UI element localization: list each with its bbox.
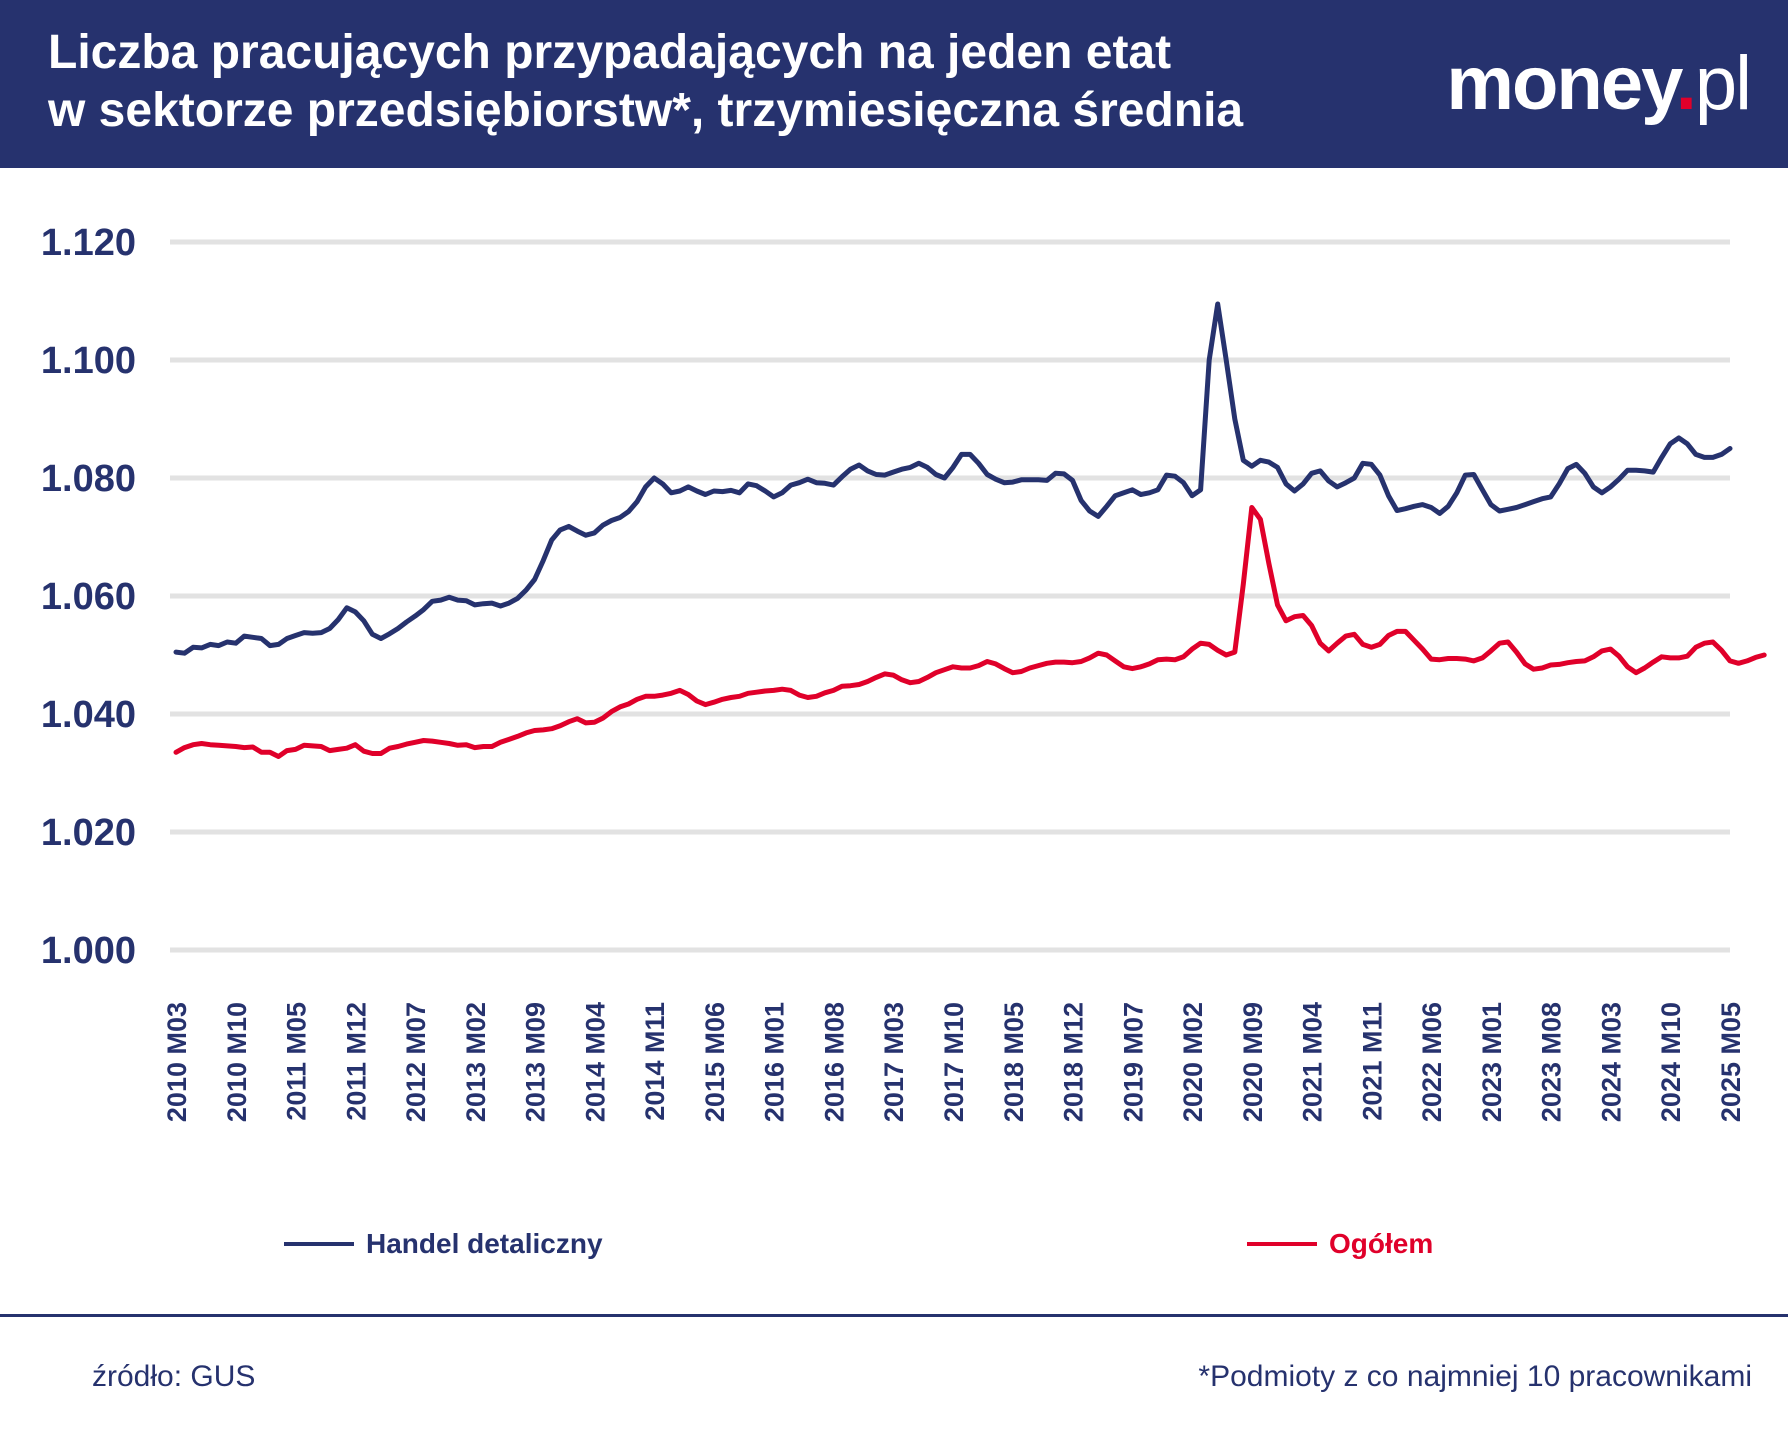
x-tick-label: 2011 M12 [341,1002,371,1121]
x-tick-label: 2018 M05 [999,1002,1029,1122]
logo-main: money [1446,41,1677,126]
footer-divider [0,1314,1788,1317]
x-tick-label: 2013 M02 [461,1002,491,1122]
x-tick-label: 2023 M08 [1537,1002,1567,1122]
title-line-1: Liczba pracujących przypadających na jed… [48,26,1172,79]
x-tick-label: 2014 M11 [640,1002,670,1121]
x-tick-label: 2020 M02 [1178,1002,1208,1122]
x-tick-label: 2018 M12 [1059,1002,1089,1122]
x-tick-label: 2017 M03 [879,1002,909,1122]
legend-swatch-total [1247,1242,1317,1246]
x-tick-label: 2020 M09 [1238,1002,1268,1122]
y-tick-label: 1.040 [41,694,136,736]
series-lines [173,301,1767,759]
y-tick-label: 1.100 [41,340,136,382]
x-tick-label: 2011 M05 [282,1002,312,1121]
x-tick-label: 2025 M05 [1716,1002,1746,1122]
x-tick-label: 2016 M08 [819,1002,849,1122]
legend-label-total: Ogółem [1329,1228,1434,1259]
x-axis-ticks: 2010 M03 2010 M10 2011 M05 2011 M12 2012 M07… [162,1002,1746,1122]
brand-logo: money.pl [1446,41,1752,126]
y-tick-label: 1.120 [41,222,136,264]
x-tick-label: 2010 M03 [162,1002,192,1122]
x-tick-label: 2014 M04 [580,1002,610,1122]
y-tick-label: 1.060 [41,576,136,618]
logo-dot: . [1675,41,1697,126]
x-tick-label: 2019 M07 [1118,1002,1148,1122]
logo-tld: pl [1694,41,1752,126]
x-tick-label: 2010 M10 [222,1002,252,1122]
y-tick-label: 1.020 [41,812,136,854]
x-tick-label: 2021 M11 [1357,1002,1387,1121]
x-tick-label: 2015 M06 [700,1002,730,1122]
footnote: *Podmioty z co najmniej 10 pracownikami [1198,1360,1752,1393]
x-tick-label: 2021 M04 [1298,1002,1328,1122]
x-tick-label: 2024 M03 [1596,1002,1626,1122]
header-bar: Liczba pracujących przypadających na jed… [0,0,1788,168]
line-chart: 1.120 1.100 1.080 1.060 1.040 1.020 1.000 2010… [41,222,1767,1122]
series-line-retail [173,301,1733,656]
x-tick-label: 2016 M01 [760,1002,790,1122]
x-tick-label: 2017 M10 [939,1002,969,1122]
legend-item-retail: Handel detaliczny [284,1228,603,1260]
legend-item-total: Ogółem [1247,1228,1433,1260]
series-line-total [173,505,1767,759]
x-tick-label: 2022 M06 [1417,1002,1447,1122]
x-tick-label: 2023 M01 [1477,1002,1507,1122]
legend-label-retail: Handel detaliczny [366,1228,603,1259]
x-tick-label: 2013 M09 [521,1002,551,1122]
source-note: źródło: GUS [92,1360,256,1393]
y-tick-label: 1.000 [41,930,136,972]
page-title: Liczba pracujących przypadających na jed… [48,24,1398,140]
legend-swatch-retail [284,1242,354,1246]
y-tick-label: 1.080 [41,458,136,500]
y-axis-ticks: 1.120 1.100 1.080 1.060 1.040 1.020 1.000 [41,222,136,972]
x-tick-label: 2024 M10 [1656,1002,1686,1122]
x-tick-label: 2012 M07 [401,1002,431,1122]
grid-lines [170,239,1730,953]
title-line-2: w sektorze przedsiębiorstw*, trzymiesięc… [48,84,1244,137]
